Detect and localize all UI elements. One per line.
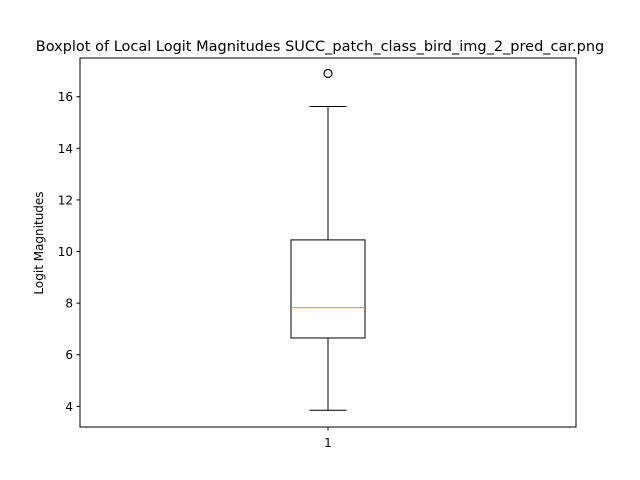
y-tick-label: 8 [65, 297, 73, 311]
x-tick-label: 1 [324, 436, 332, 450]
y-tick-label: 6 [65, 348, 73, 362]
axes-frame [79, 57, 577, 428]
chart-title: Boxplot of Local Logit Magnitudes SUCC_p… [36, 39, 604, 55]
y-tick-label: 16 [58, 90, 73, 104]
y-axis-label: Logit Magnitudes [32, 191, 46, 294]
iqr-box [290, 239, 366, 339]
y-tick-label: 10 [58, 245, 73, 259]
outlier-point [323, 68, 333, 79]
y-tick-label: 14 [58, 142, 73, 156]
y-tick-label: 12 [58, 193, 73, 207]
plot-area: 4 6 8 10 12 14 16 1 [58, 68, 366, 450]
y-tick-label: 4 [65, 400, 73, 414]
